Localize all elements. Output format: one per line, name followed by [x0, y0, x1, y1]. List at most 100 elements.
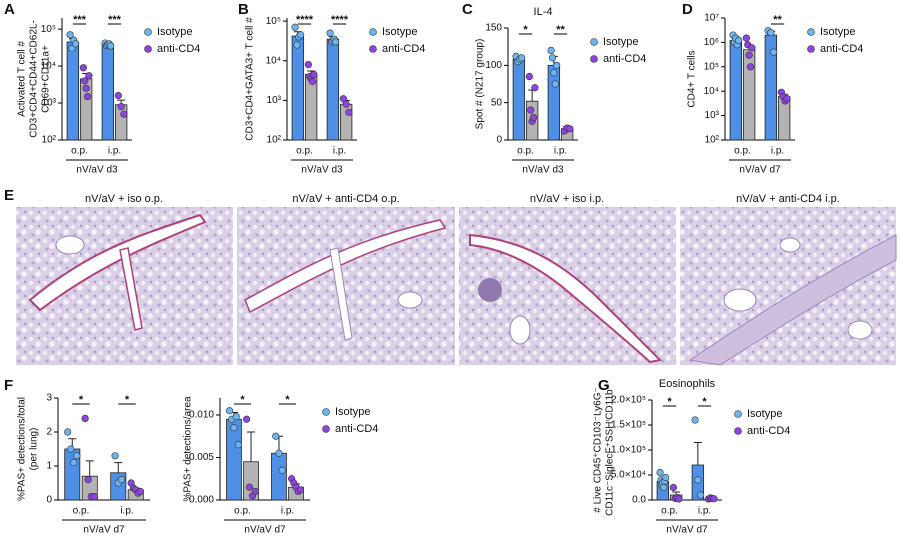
x-tick-label: i.p. [698, 506, 711, 517]
data-point [525, 72, 533, 81]
bar [547, 64, 561, 141]
image-title: nV/aV + iso o.p. [85, 193, 163, 205]
y-tick-label: 0.010 [189, 410, 214, 421]
data-point [243, 415, 251, 423]
legend-label: anti-CD4 [820, 43, 863, 55]
data-point [83, 92, 92, 101]
data-point [297, 31, 305, 39]
legend-label: Isotype [382, 26, 417, 38]
significance-label: **** [331, 14, 349, 26]
y-axis-label: # Live CD45⁺CD103⁻Ly6G⁻ [593, 387, 604, 513]
data-point [547, 46, 555, 55]
legend-label: anti-CD4 [382, 43, 425, 55]
data-point [332, 38, 340, 46]
significance-label: * [667, 396, 672, 408]
data-point [746, 63, 755, 71]
y-tick-label: 3 [46, 393, 52, 404]
data-point [745, 51, 753, 59]
x-tick-label: o.p. [661, 506, 678, 517]
y-tick-label: 0.000 [189, 495, 214, 506]
x-axis-label: nV/aV d3 [76, 165, 118, 176]
error-bar [85, 460, 94, 477]
legend-marker [590, 55, 598, 63]
significance-label: * [523, 24, 528, 36]
data-point [656, 468, 664, 477]
data-point [767, 29, 775, 37]
legend-label: Isotype [603, 36, 638, 48]
x-axis-label: nV/aV d7 [666, 525, 708, 536]
data-point [117, 103, 125, 111]
data-point [81, 77, 89, 85]
data-point [278, 466, 286, 474]
significance-label: * [125, 394, 130, 406]
data-point [770, 48, 778, 56]
data-point [669, 483, 677, 492]
legend-label: anti-CD4 [747, 425, 790, 437]
legend-marker [807, 45, 815, 53]
significance-label: ** [773, 14, 782, 26]
y-tick-label: 10³ [267, 95, 282, 106]
data-point [694, 476, 702, 484]
histology-panel: E [4, 187, 897, 366]
micrograph [680, 207, 897, 366]
data-point [68, 44, 76, 53]
legend-marker [369, 45, 377, 53]
panel-letter: E [4, 187, 14, 204]
bar-chart: F 0 1 2 3 %PAS+ detections/total (per lung) o.p… [4, 377, 150, 536]
bar [291, 35, 305, 141]
panel-letter: D [682, 1, 693, 18]
data-point [310, 70, 318, 79]
data-point [111, 452, 119, 460]
bar [512, 58, 526, 141]
data-point [742, 34, 750, 42]
data-point [117, 476, 126, 484]
data-point [234, 441, 242, 449]
bar-chart: B 10² 10³ 10⁴ 10⁵ CD3+CD4+GATA3+ T cell # o.p.… [238, 1, 425, 176]
y-tick-label: 1.0×10⁵ [611, 445, 646, 456]
data-point [748, 44, 756, 52]
y-axis-label: (per lung) [29, 428, 40, 471]
legend-marker [322, 408, 330, 416]
data-point [64, 428, 72, 436]
bar [66, 41, 80, 141]
data-point [783, 94, 791, 103]
significance-label: * [240, 394, 245, 406]
significance-label: *** [108, 14, 122, 26]
data-point [308, 77, 317, 86]
error-bar [693, 442, 702, 465]
legend-marker [322, 425, 330, 433]
y-tick-label: 10³ [42, 98, 57, 109]
image-title: nV/aV + anti-CD4 o.p. [292, 193, 399, 205]
bar [226, 418, 242, 501]
legend-marker [369, 28, 377, 36]
x-tick-label: i.p. [554, 146, 567, 157]
legend-marker [144, 45, 152, 53]
significance-label: *** [73, 14, 87, 26]
y-tick-label: 0 [496, 135, 502, 146]
x-tick-label: i.p. [281, 506, 294, 517]
legend-marker [734, 410, 742, 418]
y-tick-label: 10⁵ [704, 61, 719, 72]
bar [271, 452, 287, 501]
x-tick-label: i.p. [120, 506, 133, 517]
data-point [225, 407, 234, 415]
y-tick-label: 150 [485, 23, 502, 34]
panel-letter: F [4, 377, 13, 394]
image-title: nV/aV + anti-CD4 i.p. [736, 193, 840, 205]
data-point [79, 64, 87, 72]
data-point [291, 23, 299, 31]
data-point [293, 41, 301, 49]
micrograph [16, 207, 233, 365]
error-bar [114, 462, 123, 473]
data-point [527, 106, 535, 114]
data-point [518, 54, 526, 62]
y-axis-label: CD3+CD4+CD44+CD62L- [29, 20, 40, 138]
x-tick-label: o.p. [73, 506, 90, 517]
image-title: nV/aV + iso i.p. [530, 193, 604, 205]
data-point [232, 413, 240, 421]
legend-label: Isotype [157, 26, 192, 38]
legend-label: anti-CD4 [335, 423, 378, 435]
x-tick-label: o.p. [234, 506, 251, 517]
y-axis-label: CD4+ T cells [687, 50, 698, 107]
data-point [550, 69, 558, 77]
